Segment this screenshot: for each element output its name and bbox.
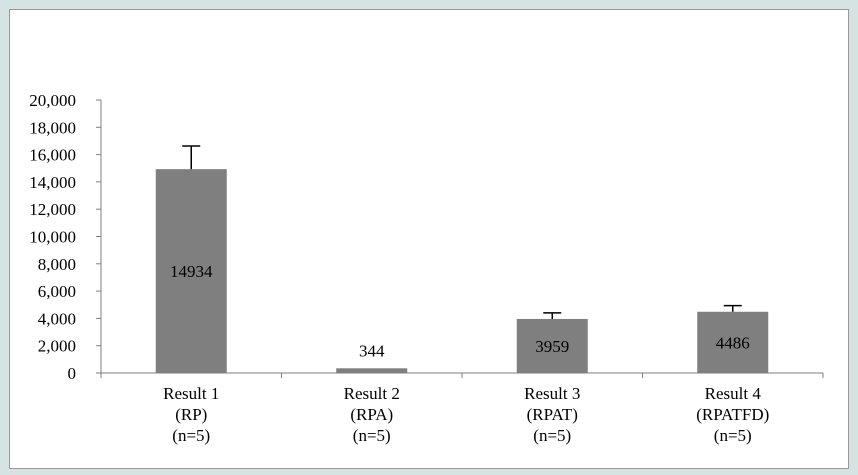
y-tick-label: 20,000 xyxy=(29,91,76,110)
x-tick-label: (n=5) xyxy=(353,426,391,445)
x-tick-label: Result 2 xyxy=(344,384,400,403)
x-tick-label: Result 3 xyxy=(524,384,580,403)
x-tick-label: (n=5) xyxy=(714,426,752,445)
x-tick-label: (RPATFD) xyxy=(696,405,769,424)
y-tick-label: 14,000 xyxy=(29,173,76,192)
data-label: 4486 xyxy=(716,333,750,352)
bar xyxy=(155,169,227,373)
y-tick-label: 4,000 xyxy=(38,309,76,328)
y-tick-label: 8,000 xyxy=(38,255,76,274)
y-tick-label: 10,000 xyxy=(29,228,76,247)
x-tick-label: (n=5) xyxy=(172,426,210,445)
x-tick-label: (RPAT) xyxy=(527,405,578,424)
y-tick-label: 16,000 xyxy=(29,146,76,165)
bar xyxy=(516,318,588,373)
y-tick-label: 18,000 xyxy=(29,118,76,137)
data-label: 3959 xyxy=(535,337,569,356)
x-tick-label: (RPA) xyxy=(350,405,393,424)
data-label: 14934 xyxy=(170,262,213,281)
y-tick-label: 0 xyxy=(68,364,77,383)
data-label: 344 xyxy=(359,341,385,360)
x-tick-label: Result 4 xyxy=(705,384,762,403)
bar xyxy=(697,311,769,373)
x-tick-label: (RP) xyxy=(175,405,207,424)
y-tick-label: 2,000 xyxy=(38,337,76,356)
bar xyxy=(336,368,408,373)
x-tick-label: (n=5) xyxy=(533,426,571,445)
chart-panel xyxy=(9,9,849,469)
y-tick-label: 6,000 xyxy=(38,282,76,301)
x-tick-label: Result 1 xyxy=(163,384,219,403)
y-tick-label: 12,000 xyxy=(29,200,76,219)
